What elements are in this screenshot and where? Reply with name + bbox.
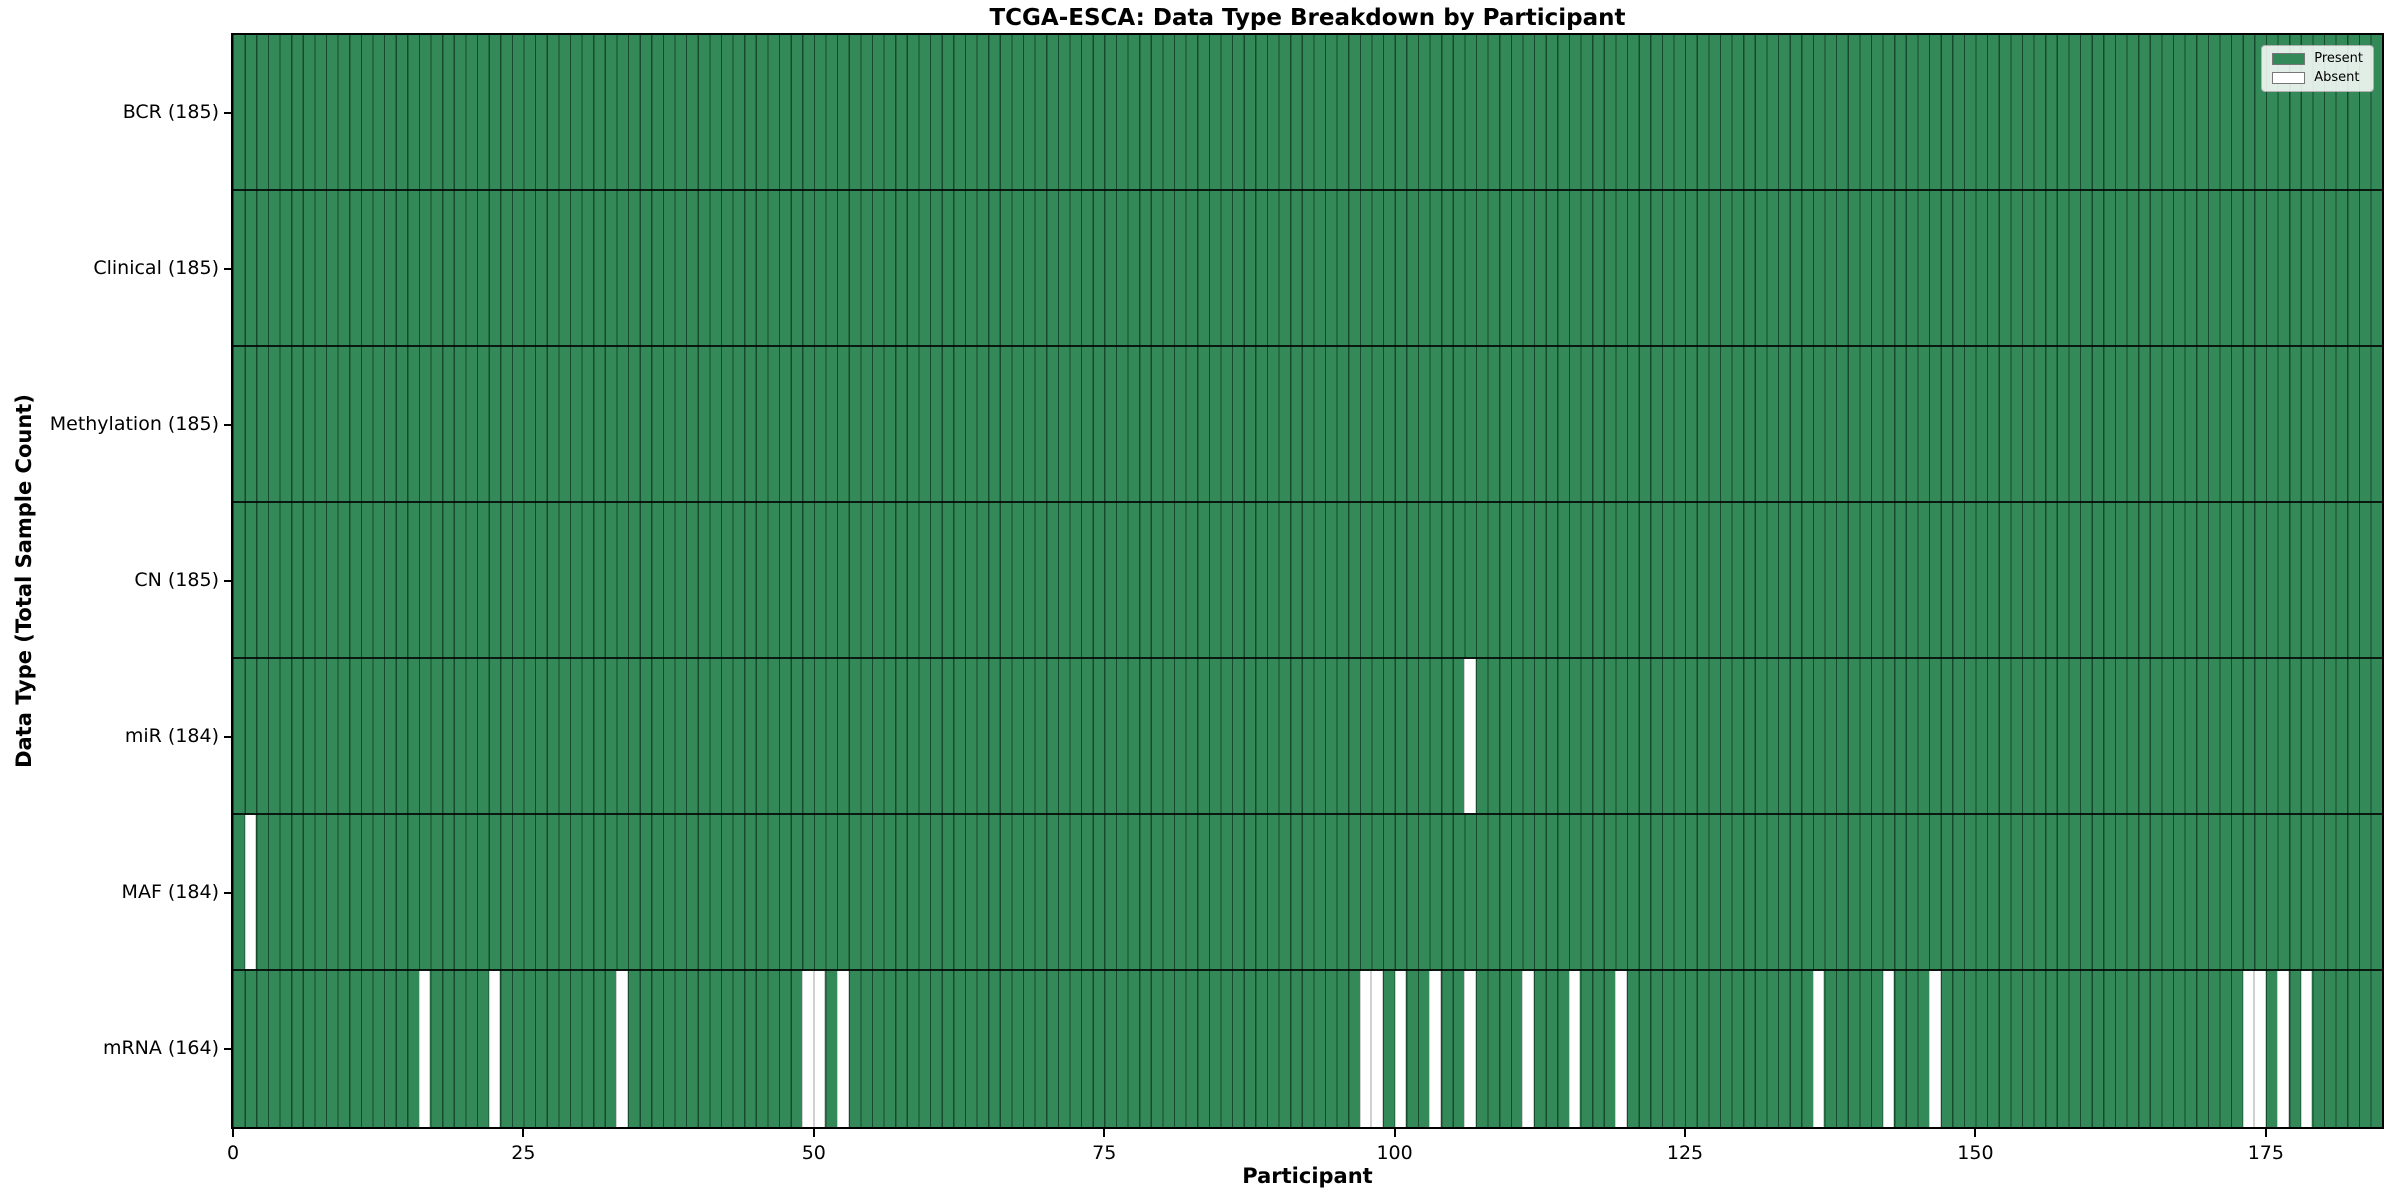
legend-swatch-present bbox=[2272, 53, 2306, 65]
x-tick-label: 25 bbox=[511, 1142, 536, 1164]
y-tick-label: mRNA (164) bbox=[102, 1037, 219, 1059]
absent-cell bbox=[1928, 971, 1941, 1127]
y-tick-label: Clinical (185) bbox=[93, 257, 219, 279]
y-tick-mark bbox=[224, 112, 232, 114]
x-tick-label: 75 bbox=[1092, 1142, 1117, 1164]
y-tick-mark bbox=[224, 736, 232, 738]
chart-title: TCGA-ESCA: Data Type Breakdown by Partic… bbox=[989, 5, 1626, 31]
x-tick-label: 150 bbox=[1957, 1142, 1994, 1164]
legend-label: Present bbox=[2314, 51, 2363, 66]
x-axis-label: Participant bbox=[1242, 1164, 1373, 1188]
y-tick-label: MAF (184) bbox=[121, 881, 219, 903]
x-tick-label: 100 bbox=[1376, 1142, 1413, 1164]
x-tick-mark bbox=[1684, 1129, 1687, 1137]
absent-cell bbox=[1882, 971, 1895, 1127]
absent-cell bbox=[802, 971, 814, 1127]
absent-cell bbox=[488, 971, 501, 1127]
y-tick-label: BCR (185) bbox=[122, 101, 219, 123]
absent-cell bbox=[1522, 971, 1534, 1127]
absent-cell bbox=[1464, 971, 1476, 1127]
absent-cell bbox=[616, 971, 628, 1127]
heatmap-row-maf bbox=[233, 815, 2382, 971]
y-axis-label: Data Type (Total Sample Count) bbox=[12, 394, 36, 768]
absent-cell bbox=[1359, 971, 1372, 1127]
x-tick-label: 175 bbox=[2247, 1142, 2284, 1164]
legend-item: Present bbox=[2272, 52, 2363, 66]
heatmap-row-methylation bbox=[233, 347, 2382, 503]
y-tick-mark bbox=[224, 580, 232, 582]
absent-cell bbox=[2277, 971, 2290, 1127]
absent-cell bbox=[1812, 971, 1825, 1127]
heatmap-row-cn bbox=[233, 503, 2382, 659]
y-tick-label: Methylation (185) bbox=[49, 413, 219, 435]
x-tick-label: 125 bbox=[1666, 1142, 1704, 1164]
heatmap-row-mrna bbox=[233, 971, 2382, 1127]
absent-cell bbox=[2242, 971, 2255, 1127]
absent-cell bbox=[1371, 971, 1383, 1127]
x-tick-label: 50 bbox=[801, 1142, 826, 1164]
legend: Present Absent bbox=[2261, 45, 2374, 92]
legend-item: Absent bbox=[2272, 71, 2363, 85]
legend-swatch-absent bbox=[2272, 72, 2306, 84]
plot-area: Present Absent bbox=[231, 33, 2384, 1129]
x-tick-label: 0 bbox=[226, 1142, 240, 1164]
absent-cell bbox=[1394, 971, 1407, 1127]
x-tick-mark bbox=[1974, 1129, 1977, 1137]
absent-cell bbox=[418, 971, 431, 1127]
heatmap-row-clinical bbox=[233, 191, 2382, 347]
heatmap-row-bcr bbox=[233, 35, 2382, 191]
absent-cell bbox=[244, 815, 257, 969]
absent-cell bbox=[1464, 659, 1476, 813]
absent-cell bbox=[813, 971, 826, 1127]
absent-cell bbox=[837, 971, 849, 1127]
x-tick-mark bbox=[2264, 1129, 2267, 1137]
y-tick-mark bbox=[224, 892, 232, 894]
y-tick-label: miR (184) bbox=[124, 725, 219, 747]
y-tick-mark bbox=[224, 424, 232, 426]
absent-cell bbox=[1615, 971, 1627, 1127]
x-tick-mark bbox=[1103, 1129, 1106, 1137]
absent-cell bbox=[2300, 971, 2313, 1127]
x-tick-mark bbox=[1393, 1129, 1396, 1137]
x-tick-mark bbox=[812, 1129, 815, 1137]
absent-cell bbox=[2254, 971, 2266, 1127]
absent-cell bbox=[1429, 971, 1442, 1127]
x-tick-mark bbox=[232, 1129, 234, 1137]
y-tick-mark bbox=[224, 1048, 232, 1050]
y-tick-mark bbox=[224, 268, 232, 270]
absent-cell bbox=[1568, 971, 1581, 1127]
legend-label: Absent bbox=[2314, 70, 2360, 85]
y-tick-label: CN (185) bbox=[134, 569, 219, 591]
x-tick-mark bbox=[522, 1129, 525, 1137]
heatmap-row-mir bbox=[233, 659, 2382, 815]
